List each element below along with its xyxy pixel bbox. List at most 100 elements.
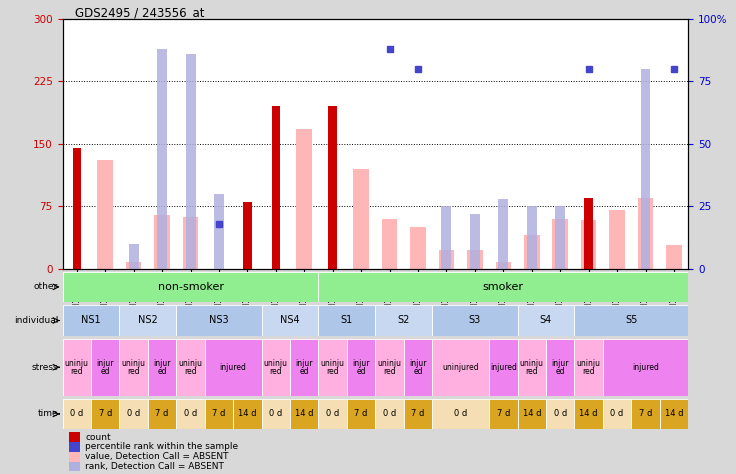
Bar: [205, 399, 233, 429]
Text: individual: individual: [14, 316, 58, 325]
Bar: [97, 161, 113, 269]
Text: time: time: [38, 410, 58, 419]
Bar: [63, 399, 91, 429]
Bar: [319, 399, 347, 429]
Bar: [63, 339, 91, 396]
Bar: [347, 339, 375, 396]
Text: injured: injured: [490, 363, 517, 372]
Bar: [261, 399, 290, 429]
Bar: [375, 399, 404, 429]
Bar: [148, 339, 177, 396]
Bar: [126, 262, 141, 269]
Bar: [659, 399, 688, 429]
Text: NS4: NS4: [280, 316, 300, 326]
Text: 0 d: 0 d: [383, 410, 396, 419]
Bar: [574, 339, 603, 396]
Bar: [527, 206, 537, 269]
Bar: [69, 442, 80, 452]
Bar: [517, 305, 574, 336]
Text: injured: injured: [632, 363, 659, 372]
Text: injur
ed: injur ed: [96, 358, 114, 376]
Text: 0 d: 0 d: [184, 410, 197, 419]
Text: uninjured: uninjured: [442, 363, 479, 372]
Bar: [91, 339, 119, 396]
Text: S5: S5: [625, 316, 637, 326]
Bar: [666, 246, 682, 269]
Text: uninju
red: uninju red: [263, 358, 288, 376]
Text: NS3: NS3: [209, 316, 229, 326]
Text: uninju
red: uninju red: [321, 358, 344, 376]
Text: 0 d: 0 d: [269, 410, 283, 419]
Text: uninju
red: uninju red: [65, 358, 89, 376]
Bar: [467, 250, 483, 269]
Bar: [157, 49, 167, 269]
Bar: [185, 54, 196, 269]
Bar: [517, 339, 546, 396]
Bar: [631, 399, 659, 429]
Text: injur
ed: injur ed: [353, 358, 370, 376]
Text: 14 d: 14 d: [665, 410, 683, 419]
Bar: [319, 272, 688, 302]
Text: S1: S1: [341, 316, 353, 326]
Bar: [524, 236, 539, 269]
Bar: [489, 339, 517, 396]
Bar: [404, 339, 432, 396]
Bar: [410, 227, 426, 269]
Bar: [91, 399, 119, 429]
Text: smoker: smoker: [483, 282, 524, 292]
Text: non-smoker: non-smoker: [158, 282, 224, 292]
Bar: [584, 198, 593, 269]
Text: NS1: NS1: [81, 316, 101, 326]
Text: S3: S3: [469, 316, 481, 326]
Bar: [272, 106, 280, 269]
Text: uninju
red: uninju red: [179, 358, 202, 376]
Bar: [319, 305, 375, 336]
Text: 14 d: 14 d: [295, 410, 314, 419]
Bar: [214, 194, 224, 269]
Bar: [640, 69, 651, 269]
Text: 7 d: 7 d: [99, 410, 112, 419]
Text: 14 d: 14 d: [579, 410, 598, 419]
Bar: [432, 399, 489, 429]
Bar: [546, 339, 574, 396]
Bar: [375, 305, 432, 336]
Text: 0 d: 0 d: [610, 410, 623, 419]
Bar: [555, 206, 565, 269]
Bar: [517, 399, 546, 429]
Text: count: count: [85, 433, 110, 442]
Text: 7 d: 7 d: [155, 410, 169, 419]
Text: injur
ed: injur ed: [409, 358, 427, 376]
Text: uninju
red: uninju red: [121, 358, 146, 376]
Bar: [347, 399, 375, 429]
Text: 0 d: 0 d: [553, 410, 567, 419]
Text: percentile rank within the sample: percentile rank within the sample: [85, 443, 238, 452]
Bar: [119, 305, 177, 336]
Bar: [69, 432, 80, 442]
Bar: [69, 452, 80, 462]
Bar: [432, 339, 489, 396]
Text: NS2: NS2: [138, 316, 158, 326]
Bar: [63, 272, 319, 302]
Text: stress: stress: [32, 363, 58, 372]
Bar: [495, 262, 511, 269]
Text: 14 d: 14 d: [238, 410, 257, 419]
Bar: [261, 305, 319, 336]
Bar: [297, 129, 312, 269]
Text: injur
ed: injur ed: [153, 358, 171, 376]
Text: 14 d: 14 d: [523, 410, 541, 419]
Bar: [353, 169, 369, 269]
Bar: [609, 210, 625, 269]
Bar: [261, 339, 290, 396]
Bar: [382, 219, 397, 269]
Text: other: other: [34, 283, 58, 292]
Text: rank, Detection Call = ABSENT: rank, Detection Call = ABSENT: [85, 462, 224, 471]
Bar: [404, 399, 432, 429]
Bar: [69, 462, 80, 472]
Bar: [603, 399, 631, 429]
Bar: [155, 215, 170, 269]
Bar: [119, 399, 148, 429]
Bar: [637, 198, 654, 269]
Bar: [546, 399, 574, 429]
Bar: [603, 339, 688, 396]
Bar: [129, 244, 138, 269]
